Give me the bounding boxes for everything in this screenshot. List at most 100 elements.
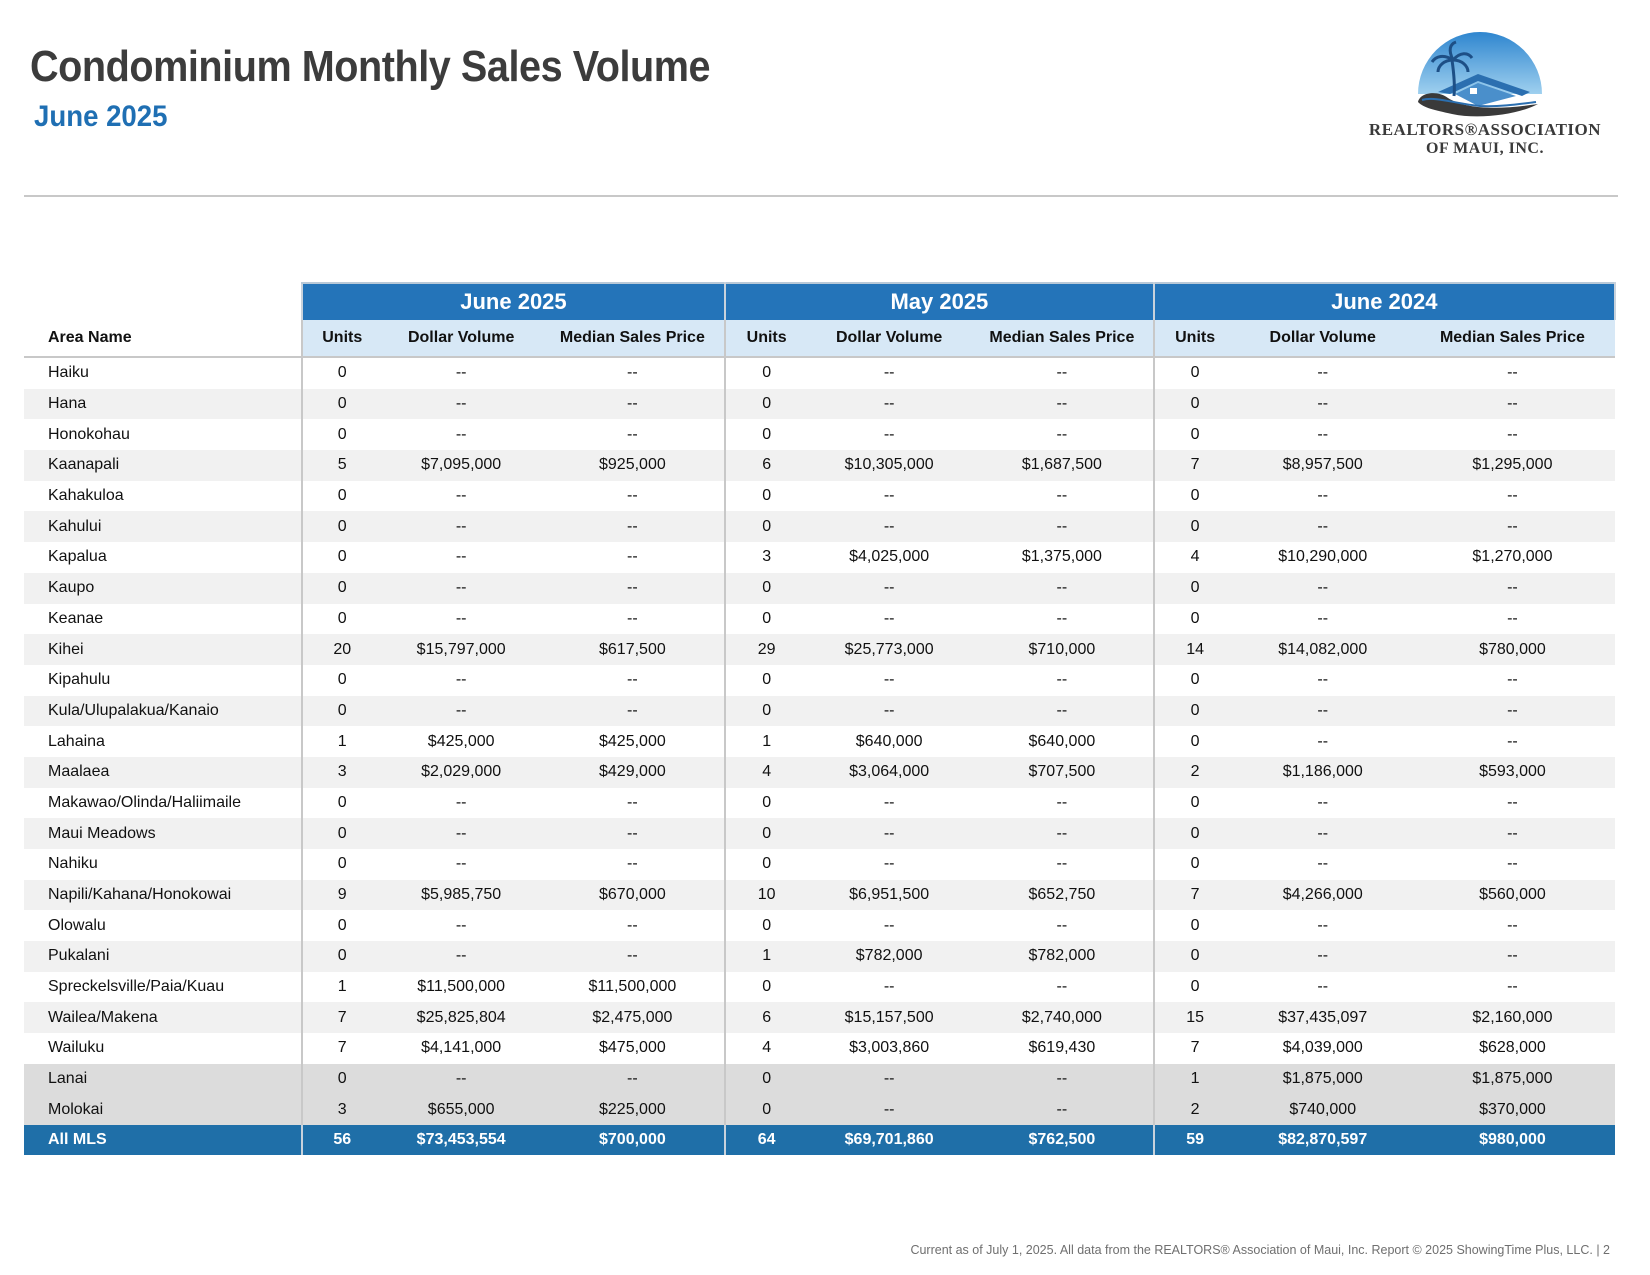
table-cell: $1,270,000 [1409,542,1615,573]
table-cell: -- [807,664,972,696]
table-cell: -- [1235,849,1410,880]
table-cell: 0 [300,1063,382,1095]
table-cell: -- [381,603,541,635]
table-cell: 0 [1152,388,1236,420]
table-cell: 5 [300,450,382,481]
area-name-cell: Kaanapali [24,450,302,481]
table-cell: -- [540,818,726,849]
period-header-row: June 2025 May 2025 June 2024 [24,282,1617,320]
table-cell: $740,000 [1235,1094,1410,1126]
table-cell: 0 [300,664,382,696]
table-row: Pukalani 0 -- -- 1 $782,000 $782,000 0 -- -- [24,941,1615,972]
table-cell: $640,000 [971,726,1154,757]
table-cell: -- [1235,971,1410,1003]
header-divider [24,195,1618,197]
table-cell: $4,141,000 [381,1033,541,1064]
table-cell: 0 [1152,941,1236,972]
table-cell: 0 [724,1094,808,1126]
area-name-cell: Kapalua [24,542,302,573]
table-cell: -- [1235,603,1410,635]
table-cell: 0 [1152,603,1236,635]
median-price-header: Median Sales Price [1409,320,1615,358]
table-cell: -- [1235,695,1410,727]
table-cell: 3 [724,542,808,573]
table-cell: $762,500 [971,1125,1154,1156]
table-cell: -- [540,1063,726,1095]
table-row: Spreckelsville/Paia/Kuau 1 $11,500,000 $11,… [24,971,1615,1003]
table-cell: -- [540,572,726,604]
table-row: Olowalu 0 -- -- 0 -- -- 0 -- -- [24,910,1615,942]
table-cell: 7 [1152,879,1236,911]
table-cell: -- [807,695,972,727]
table-cell: $8,957,500 [1235,450,1410,481]
table-cell: 29 [724,634,808,665]
table-cell: $1,295,000 [1409,450,1615,481]
table-cell: $652,750 [971,879,1154,911]
area-name-cell: Molokai [24,1094,302,1126]
table-cell: -- [1235,419,1410,451]
table-cell: -- [971,695,1154,727]
table-cell: 7 [1152,1033,1236,1064]
table-cell: -- [381,910,541,942]
area-name-cell: Lanai [24,1063,302,1095]
table-cell: $11,500,000 [540,971,726,1003]
table-cell: 6 [724,1002,808,1034]
table-cell: 64 [724,1125,808,1156]
table-cell: 3 [300,1094,382,1126]
table-cell: -- [1409,603,1615,635]
table-cell: $640,000 [807,726,972,757]
table-cell: -- [540,941,726,972]
table-cell: -- [971,419,1154,451]
table-cell: -- [971,818,1154,849]
table-cell: $425,000 [381,726,541,757]
table-cell: -- [540,695,726,727]
table-cell: -- [971,971,1154,1003]
table-cell: $780,000 [1409,634,1615,665]
table-cell: 56 [300,1125,382,1156]
dollar-volume-header: Dollar Volume [1235,320,1410,358]
island-row: Lanai 0 -- -- 0 -- -- 1 $1,875,000 $1,875,000 [24,1063,1615,1095]
table-cell: -- [1409,818,1615,849]
table-cell: -- [807,787,972,819]
association-logo: REALTORS®ASSOCIATION OF MAUI, INC. [1360,30,1610,170]
table-cell: -- [807,511,972,543]
table-cell: 3 [300,756,382,788]
table-row: Kaanapali 5 $7,095,000 $925,000 6 $10,305,000… [24,450,1615,481]
table-cell: $925,000 [540,450,726,481]
table-cell: 7 [300,1033,382,1064]
table-cell: $14,082,000 [1235,634,1410,665]
area-name-cell: Honokohau [24,419,302,451]
table-cell: 0 [724,849,808,880]
area-name-cell: Kula/Ulupalakua/Kanaio [24,695,302,727]
table-cell: $980,000 [1409,1125,1615,1156]
table-row: Kaupo 0 -- -- 0 -- -- 0 -- -- [24,572,1615,604]
table-cell: -- [1409,480,1615,512]
table-cell: -- [1235,480,1410,512]
table-cell: $7,095,000 [381,450,541,481]
table-row: Napili/Kahana/Honokowai 9 $5,985,750 $670,0… [24,879,1615,911]
table-cell: 0 [1152,480,1236,512]
table-cell: 0 [1152,511,1236,543]
table-cell: -- [1409,695,1615,727]
table-cell: $429,000 [540,756,726,788]
table-cell: -- [381,664,541,696]
table-cell: 1 [300,726,382,757]
table-cell: 0 [300,572,382,604]
table-row: Kahakuloa 0 -- -- 0 -- -- 0 -- -- [24,480,1615,512]
table-cell: -- [1235,388,1410,420]
table-cell: 0 [300,542,382,573]
table-cell: 0 [300,849,382,880]
page-title: Condominium Monthly Sales Volume [30,42,711,91]
table-row: Hana 0 -- -- 0 -- -- 0 -- -- [24,388,1615,420]
table-cell: 15 [1152,1002,1236,1034]
table-cell: $4,039,000 [1235,1033,1410,1064]
table-cell: 0 [300,941,382,972]
table-cell: -- [971,511,1154,543]
table-row: Makawao/Olinda/Haliimaile 0 -- -- 0 -- -- 0 -- -- [24,787,1615,819]
median-price-header: Median Sales Price [540,320,726,358]
table-cell: -- [1409,388,1615,420]
table-body: Haiku 0 -- -- 0 -- -- 0 -- -- Hana 0 -- -- 0 -- -- 0 -- -- H… [24,357,1615,1156]
table-cell: -- [1409,726,1615,757]
table-cell: -- [540,542,726,573]
table-cell: -- [381,572,541,604]
